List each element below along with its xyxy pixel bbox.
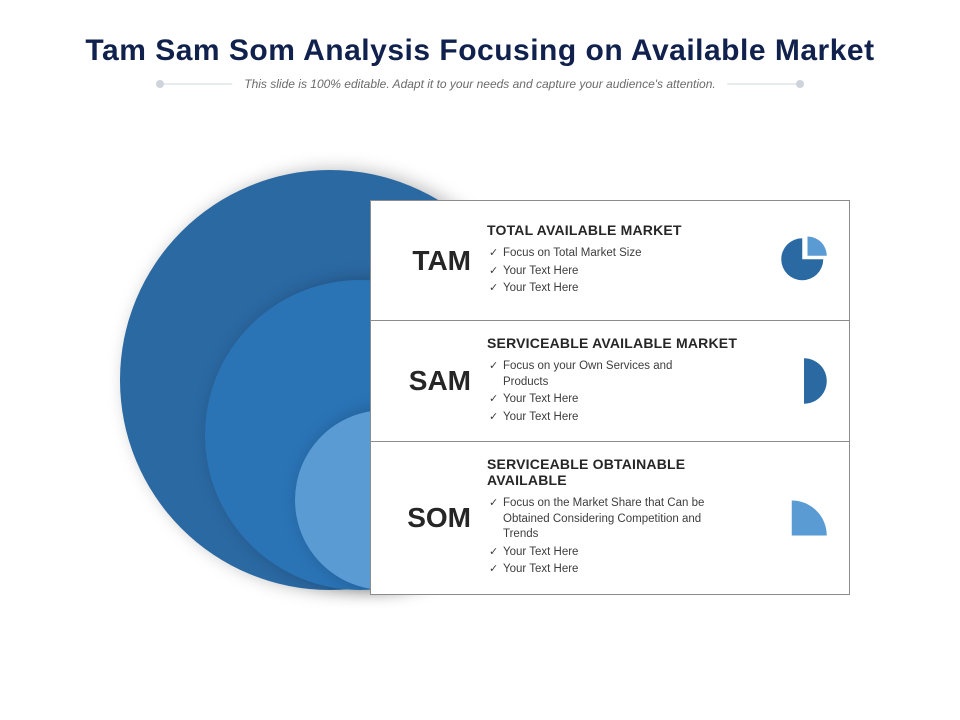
row-som: SOM Serviceable Obtainable Available Foc… (371, 442, 849, 594)
row-sam: SAM Serviceable Available Market Focus o… (371, 321, 849, 442)
row-som-bullet: Focus on the Market Share that Can be Ob… (487, 496, 707, 543)
row-tam-heading: Total Available Market (487, 222, 751, 238)
row-sam-key: SAM (371, 321, 481, 441)
title-block: Tam Sam Som Analysis Focusing on Availab… (0, 34, 960, 92)
row-som-body: Serviceable Obtainable Available Focus o… (481, 442, 759, 594)
half-circle-icon (776, 353, 832, 409)
info-panel: TAM Total Available Market Focus on Tota… (370, 200, 850, 595)
row-sam-bullets: Focus on your Own Services and Products … (487, 357, 751, 427)
row-sam-icon (759, 321, 849, 441)
row-sam-body: Serviceable Available Market Focus on yo… (481, 321, 759, 441)
row-som-bullet: Your Text Here (487, 545, 707, 561)
subtitle-rule: This slide is 100% editable. Adapt it to… (160, 78, 800, 92)
row-som-bullet: Your Text Here (487, 562, 707, 578)
row-sam-bullet: Your Text Here (487, 410, 707, 426)
row-som-heading: Serviceable Obtainable Available (487, 456, 751, 488)
slide: Tam Sam Som Analysis Focusing on Availab… (0, 0, 960, 720)
row-som-bullets: Focus on the Market Share that Can be Ob… (487, 494, 751, 580)
quarter-circle-icon (776, 490, 832, 546)
row-tam-bullet: Focus on Total Market Size (487, 246, 707, 262)
row-som-icon (759, 442, 849, 594)
row-tam-bullet: Your Text Here (487, 281, 707, 297)
slide-subtitle: This slide is 100% editable. Adapt it to… (232, 77, 727, 91)
row-tam-key: TAM (371, 201, 481, 320)
row-tam-bullets: Focus on Total Market Size Your Text Her… (487, 244, 751, 299)
row-tam-body: Total Available Market Focus on Total Ma… (481, 201, 759, 320)
row-tam-icon (759, 201, 849, 320)
row-sam-bullet: Your Text Here (487, 392, 707, 408)
diagram-stage: TAM Total Available Market Focus on Tota… (120, 170, 850, 590)
row-som-key: SOM (371, 442, 481, 594)
row-sam-heading: Serviceable Available Market (487, 335, 751, 351)
row-tam-bullet: Your Text Here (487, 264, 707, 280)
slide-title: Tam Sam Som Analysis Focusing on Availab… (0, 34, 960, 68)
pie-exploded-icon (776, 233, 832, 289)
row-sam-bullet: Focus on your Own Services and Products (487, 359, 707, 390)
row-tam: TAM Total Available Market Focus on Tota… (371, 201, 849, 321)
